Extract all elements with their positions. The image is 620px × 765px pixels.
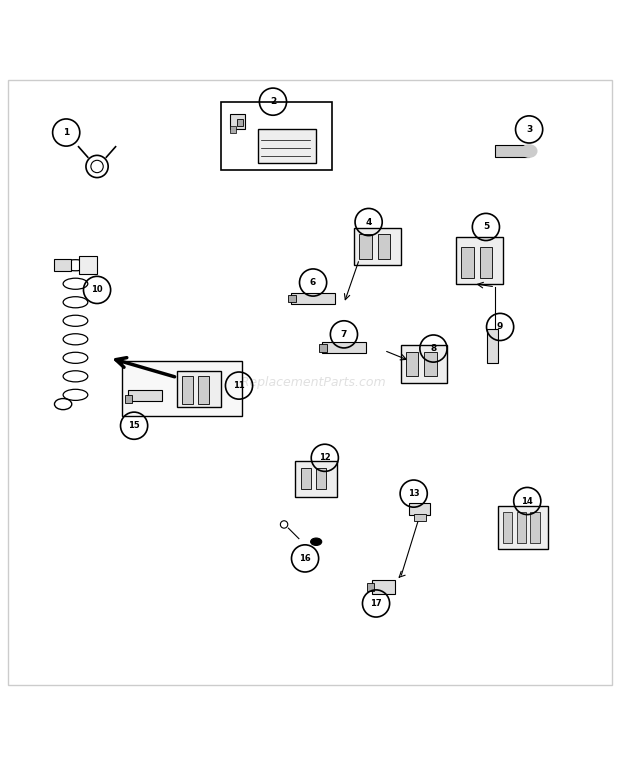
Bar — [316, 467, 326, 490]
Text: 17: 17 — [370, 599, 382, 608]
Bar — [461, 246, 474, 278]
Text: 6: 6 — [310, 278, 316, 287]
Bar — [301, 467, 311, 490]
Bar — [401, 346, 447, 382]
Text: 15: 15 — [128, 422, 140, 430]
Bar — [405, 352, 418, 376]
Text: 14: 14 — [521, 496, 533, 506]
Bar — [480, 246, 492, 278]
Bar — [319, 344, 327, 352]
Bar — [360, 234, 372, 259]
Bar — [288, 295, 296, 302]
Bar — [367, 583, 374, 591]
Bar — [237, 119, 243, 126]
Bar — [487, 329, 498, 363]
Text: 7: 7 — [341, 330, 347, 339]
Bar — [122, 361, 242, 416]
Bar — [516, 512, 526, 543]
Bar — [378, 234, 390, 259]
Bar — [355, 228, 401, 265]
Bar — [294, 461, 337, 496]
Text: 9: 9 — [497, 323, 503, 331]
Bar — [372, 580, 395, 594]
Ellipse shape — [521, 145, 537, 158]
Bar — [424, 352, 436, 376]
Bar — [198, 376, 210, 404]
Bar — [503, 512, 513, 543]
Text: 8: 8 — [430, 344, 436, 353]
Bar — [409, 503, 430, 515]
Bar — [230, 126, 236, 132]
Bar — [230, 114, 245, 129]
Bar — [495, 145, 529, 158]
Text: 11: 11 — [233, 381, 245, 390]
Bar — [128, 390, 162, 401]
Text: 5: 5 — [483, 223, 489, 232]
Text: 13: 13 — [408, 489, 420, 498]
Text: 1: 1 — [63, 128, 69, 137]
Text: 3: 3 — [526, 125, 532, 134]
Bar — [414, 514, 426, 522]
Bar — [125, 396, 132, 403]
Ellipse shape — [311, 538, 322, 545]
Bar — [530, 512, 539, 543]
Bar — [291, 293, 335, 304]
Bar — [257, 129, 316, 164]
Bar — [498, 506, 547, 549]
Text: 16: 16 — [299, 554, 311, 563]
Bar — [177, 371, 221, 407]
Text: 10: 10 — [91, 285, 103, 295]
Bar — [221, 102, 332, 170]
Bar — [456, 237, 503, 284]
Bar — [182, 376, 193, 404]
Text: 12: 12 — [319, 454, 330, 462]
Bar — [322, 343, 366, 353]
Text: eReplacementParts.com: eReplacementParts.com — [234, 376, 386, 389]
Text: 4: 4 — [365, 217, 372, 226]
Text: 2: 2 — [270, 97, 276, 106]
Bar — [54, 259, 71, 272]
Bar — [79, 256, 97, 275]
